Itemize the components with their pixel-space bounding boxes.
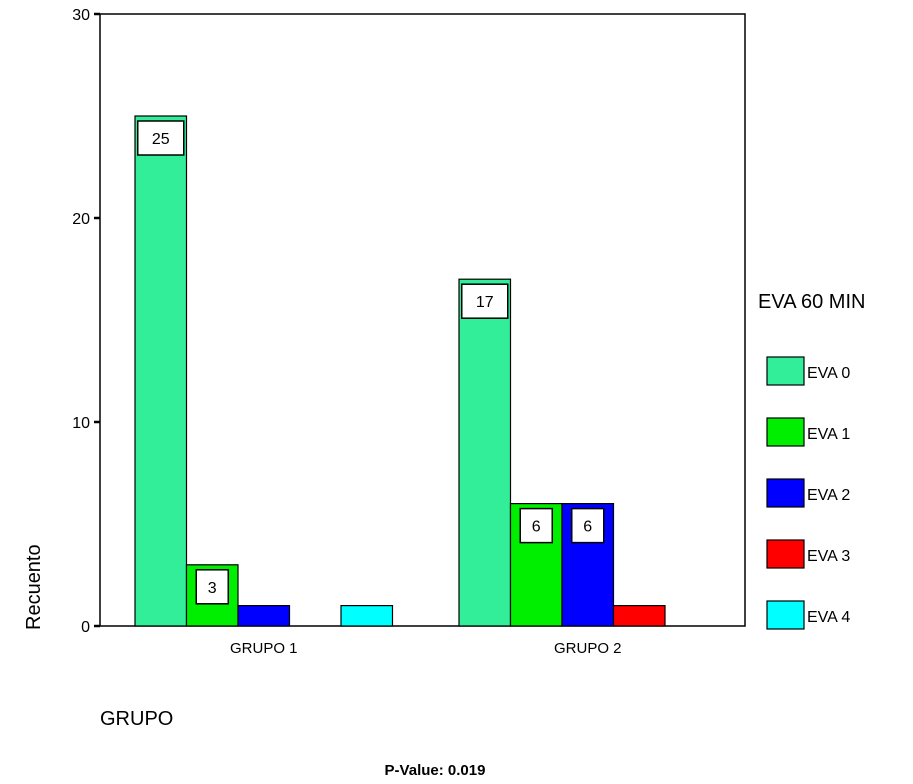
plot-area [99,13,746,627]
legend: EVA 60 MIN EVA 0 EVA 1 EVA 2 EVA 3 EVA 4 [758,291,865,630]
legend-label-eva-0: EVA 0 [807,365,850,382]
data-label-box-2 [461,283,509,319]
data-label-box-3 [519,507,553,544]
legend-label-eva-3: EVA 3 [807,548,850,565]
bar-grupo-2-eva-0 [458,278,512,627]
data-label-3: 6 [532,519,541,536]
legend-swatch-eva-0 [766,356,805,386]
data-label-0: 25 [152,131,170,148]
bars-group [134,115,666,627]
p-value-footnote: P-Value: 0.019 [385,762,486,779]
legend-label-eva-1: EVA 1 [807,426,850,443]
y-tick-label-0: 0 [81,619,90,636]
data-label-1: 3 [208,580,217,597]
y-axis: 0 10 20 30 [72,7,100,636]
y-tick-label-3: 30 [72,7,90,24]
legend-swatch-eva-2 [766,478,805,508]
x-tick-label-0: GRUPO 1 [230,640,298,657]
y-tick-label-1: 10 [72,415,90,432]
legend-label-eva-2: EVA 2 [807,487,850,504]
legend-swatch-eva-1 [766,417,805,447]
bar-grupo-1-eva-0 [134,115,188,627]
legend-label-eva-4: EVA 4 [807,609,850,626]
data-label-box-0 [137,120,185,156]
x-axis: GRUPO 1 GRUPO 2 [230,640,622,657]
data-label-box-4 [571,507,605,544]
legend-swatch-eva-3 [766,539,805,569]
x-axis-title: GRUPO [100,708,173,730]
bar-grupo-1-eva-2 [237,604,291,627]
data-labels-group: 25 3 17 6 6 [137,120,605,605]
y-axis-title: Recuento [23,544,45,630]
legend-title: EVA 60 MIN [758,291,865,313]
data-label-2: 17 [476,294,494,311]
bar-grupo-1-eva-4 [340,604,394,627]
legend-swatch-eva-4 [766,600,805,630]
data-label-box-1 [195,569,229,605]
x-tick-label-1: GRUPO 2 [554,640,622,657]
bar-grupo-2-eva-3 [612,604,666,627]
y-tick-label-2: 20 [72,211,90,228]
data-label-4: 6 [583,519,592,536]
